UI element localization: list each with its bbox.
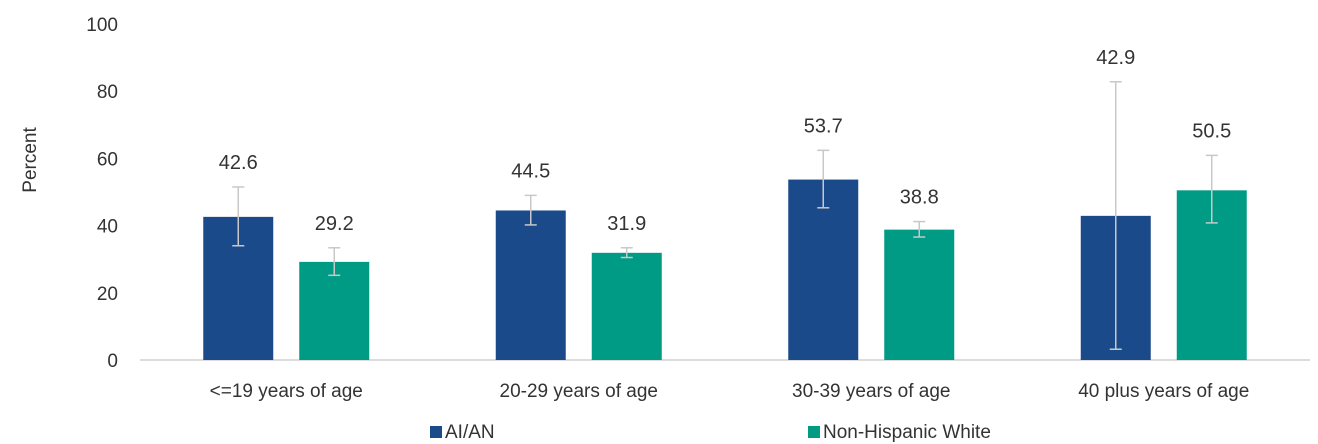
y-tick-label: 100 — [86, 15, 118, 36]
legend-swatch — [808, 426, 820, 438]
x-axis-category-labels: <=19 years of age 20-29 years of age 30-39… — [210, 381, 1250, 402]
y-axis-ticks: 0 20 40 60 80 100 — [86, 15, 118, 372]
error-bar — [913, 220, 926, 238]
data-label: 53.7 — [804, 115, 843, 137]
error-bars — [232, 81, 1218, 350]
x-category-label: 40 plus years of age — [1078, 381, 1249, 402]
data-label: 31.9 — [607, 213, 646, 235]
x-category-label: 30-39 years of age — [792, 381, 950, 402]
error-bar — [232, 186, 245, 247]
error-bar — [620, 247, 633, 259]
legend-swatch — [430, 426, 442, 438]
y-tick-label: 20 — [97, 284, 118, 305]
bar-non-hispanic-white — [591, 252, 662, 360]
x-category-label: <=19 years of age — [210, 381, 363, 402]
legend-label: Non-Hispanic White — [823, 422, 991, 443]
y-tick-label: 40 — [97, 217, 118, 238]
y-tick-label: 80 — [97, 82, 118, 103]
y-tick-label: 0 — [107, 351, 118, 372]
bar-non-hispanic-white — [299, 261, 370, 360]
data-label: 29.2 — [315, 213, 354, 235]
data-label: 38.8 — [900, 187, 939, 209]
bar-non-hispanic-white — [884, 229, 955, 360]
bars — [203, 179, 1247, 360]
y-axis-label: Percent — [20, 127, 41, 193]
data-label: 42.9 — [1096, 47, 1135, 69]
error-bar — [817, 149, 830, 209]
y-tick-label: 60 — [97, 149, 118, 170]
x-category-label: 20-29 years of age — [500, 381, 658, 402]
data-label: 50.5 — [1192, 120, 1231, 142]
data-label: 44.5 — [511, 160, 550, 182]
error-bar — [328, 247, 341, 277]
bar-ai-an — [788, 179, 859, 360]
bar-ai-an — [495, 210, 566, 360]
error-bar — [1109, 81, 1122, 350]
error-bar — [1205, 154, 1218, 224]
data-labels: 42.6 29.2 44.5 31.9 53.7 38.8 42.9 50.5 — [219, 47, 1231, 235]
data-label: 42.6 — [219, 152, 258, 174]
error-bar — [524, 194, 537, 226]
legend: AI/AN Non-Hispanic White — [430, 422, 991, 443]
legend-label: AI/AN — [445, 422, 495, 443]
